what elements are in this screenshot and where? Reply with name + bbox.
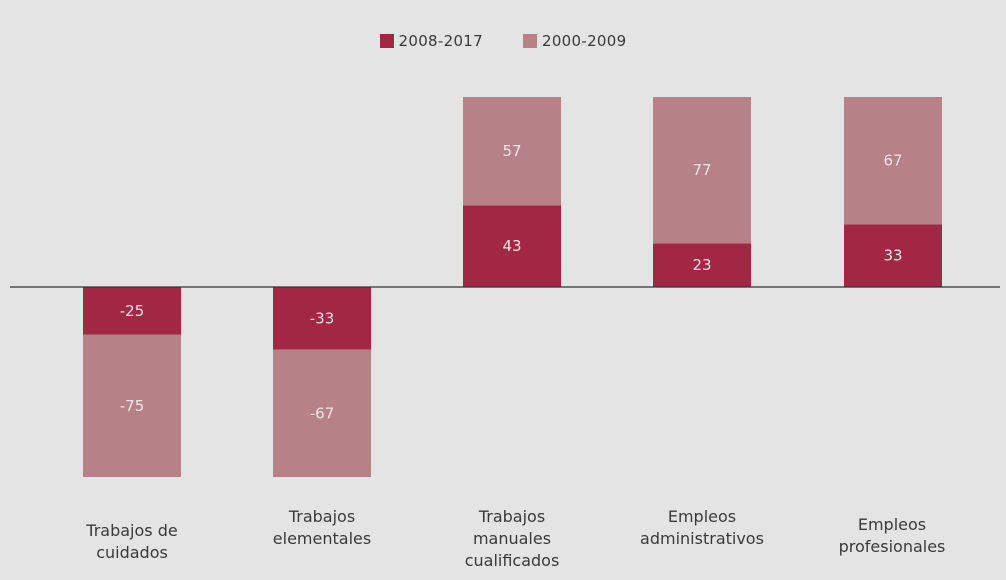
bar-segment — [653, 243, 751, 287]
bar-value-label: 43 — [502, 237, 521, 255]
bar-segment — [463, 205, 561, 287]
legend-swatch-series-1 — [379, 34, 394, 48]
bar-segment — [83, 334, 181, 477]
category-label: Empleos administrativos — [640, 507, 764, 548]
bar-value-label: -25 — [120, 302, 145, 320]
category-label: Trabajos de cuidados — [86, 521, 178, 562]
bar-segment — [653, 97, 751, 244]
bar-value-label: 77 — [692, 161, 711, 179]
bar-value-label: 33 — [883, 247, 902, 265]
bar-value-label: -67 — [310, 404, 335, 422]
category-label: Empleos profesionales — [838, 515, 946, 556]
legend-item-series-1: 2008-2017 — [379, 32, 483, 50]
bar-value-label: 23 — [692, 256, 711, 274]
bar-value-label: 67 — [883, 152, 902, 170]
legend-label-series-2: 2000-2009 — [542, 32, 627, 50]
bar-segment — [273, 349, 371, 477]
bar-value-label: -33 — [310, 309, 335, 327]
bar-segment — [844, 224, 942, 287]
category-label: Trabajos elementales — [272, 507, 372, 548]
bar-segment — [273, 287, 371, 350]
bar-segment — [463, 97, 561, 206]
legend-label-series-1: 2008-2017 — [398, 32, 483, 50]
bar-segment — [844, 97, 942, 225]
legend-swatch-series-2 — [523, 34, 537, 48]
legend: 2008-2017 2000-2009 — [0, 32, 1006, 50]
bar-segment — [83, 287, 181, 335]
category-label: Trabajos manuales cualificados — [464, 507, 560, 570]
bar-value-label: -75 — [120, 397, 145, 415]
legend-item-series-2: 2000-2009 — [523, 32, 626, 50]
bar-value-label: 57 — [502, 142, 521, 160]
